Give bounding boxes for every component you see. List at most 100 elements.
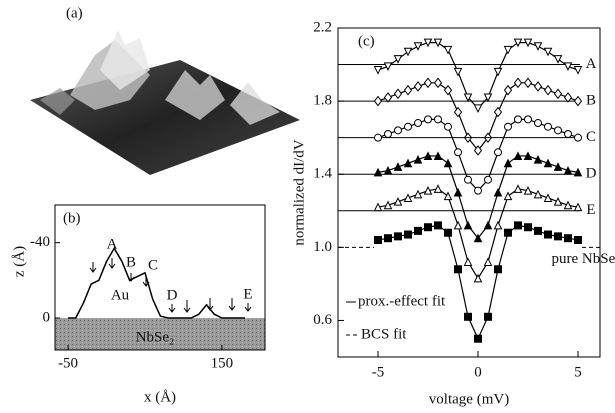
data-point	[485, 258, 492, 265]
data-point	[545, 160, 552, 167]
data-point	[535, 82, 542, 91]
data-point	[555, 127, 562, 134]
data-point	[515, 78, 522, 87]
y-tick-label: 1.4	[313, 166, 332, 182]
data-point	[455, 266, 462, 273]
data-point	[505, 229, 512, 236]
arrow	[169, 304, 175, 312]
data-point	[485, 176, 492, 183]
y-tick-label: 2.2	[313, 19, 332, 35]
data-point	[495, 149, 502, 156]
data-point	[415, 156, 422, 163]
data-point	[575, 237, 582, 244]
data-point	[405, 194, 412, 201]
data-point	[435, 116, 442, 123]
data-point	[415, 43, 422, 50]
data-point	[485, 313, 492, 320]
data-point	[575, 97, 582, 106]
data-point	[415, 120, 422, 127]
data-point	[385, 93, 392, 102]
data-point	[475, 275, 482, 282]
data-point	[545, 123, 552, 130]
series-label: C	[586, 129, 596, 145]
data-point	[555, 163, 562, 170]
arrow	[207, 298, 213, 310]
data-point	[555, 233, 562, 240]
series-label: D	[586, 166, 597, 182]
data-point	[495, 189, 502, 196]
data-point	[445, 229, 452, 236]
data-point	[495, 266, 502, 273]
data-point	[375, 134, 382, 141]
x-axis-label: voltage (mV)	[429, 391, 509, 407]
y-tick-label: 1.8	[313, 93, 332, 109]
data-point	[565, 235, 572, 242]
x-tick-label: -50	[58, 355, 78, 371]
y-tick-label: 0.6	[313, 312, 332, 328]
data-point	[475, 187, 482, 194]
data-point	[565, 93, 572, 102]
data-point	[545, 231, 552, 238]
data-point	[375, 97, 382, 106]
data-point	[455, 68, 462, 75]
data-point	[505, 86, 512, 95]
point-label: D	[167, 287, 178, 303]
data-point	[495, 108, 502, 117]
data-point	[425, 116, 432, 123]
data-point	[465, 313, 472, 320]
data-point	[405, 123, 412, 130]
data-point	[445, 86, 452, 95]
data-point	[395, 198, 402, 205]
series-label: A	[586, 56, 597, 72]
arrow	[245, 303, 251, 311]
data-point	[455, 108, 462, 117]
data-point	[395, 127, 402, 134]
data-point	[565, 131, 572, 138]
data-point	[375, 237, 382, 244]
data-point	[525, 116, 532, 123]
data-point	[545, 194, 552, 201]
data-point	[525, 78, 532, 87]
series-label: B	[586, 93, 596, 109]
point-label: C	[148, 257, 158, 273]
data-point	[405, 86, 412, 95]
data-point	[435, 222, 442, 229]
x-tick-label: 0	[474, 364, 482, 380]
data-point	[395, 163, 402, 170]
x-tick-label: -5	[372, 364, 385, 380]
data-point	[385, 63, 392, 70]
data-point	[405, 160, 412, 167]
region-label: Au	[111, 287, 130, 303]
data-point	[535, 191, 542, 198]
data-point	[555, 198, 562, 205]
data-point	[535, 156, 542, 163]
data-point	[465, 222, 472, 229]
data-point	[505, 46, 512, 53]
legend-label: BCS fit	[361, 326, 407, 342]
x-tick-label: 5	[574, 364, 582, 380]
data-point	[395, 233, 402, 240]
data-point	[385, 235, 392, 242]
point-label: E	[243, 286, 252, 302]
data-point	[405, 231, 412, 238]
data-point	[375, 67, 382, 74]
data-point	[495, 68, 502, 75]
figure: (a) -400-50150(b)x (Å)z (Å)ABCDEAuNbSe₂0…	[0, 0, 615, 413]
data-point	[445, 46, 452, 53]
data-point	[425, 224, 432, 231]
data-point	[495, 222, 502, 229]
data-point	[575, 134, 582, 141]
panel-label: (c)	[358, 33, 375, 49]
data-point	[555, 89, 562, 98]
panel-a-image	[30, 30, 300, 175]
x-axis-label: x (Å)	[144, 389, 176, 405]
data-point	[415, 191, 422, 198]
series-label: E	[586, 202, 595, 218]
data-point	[515, 222, 522, 229]
data-point	[475, 335, 482, 342]
series-label: pure NbSe₂	[552, 251, 615, 267]
data-point	[535, 227, 542, 234]
x-tick-label: 150	[211, 355, 234, 371]
data-point	[475, 105, 482, 112]
data-point	[455, 222, 462, 229]
